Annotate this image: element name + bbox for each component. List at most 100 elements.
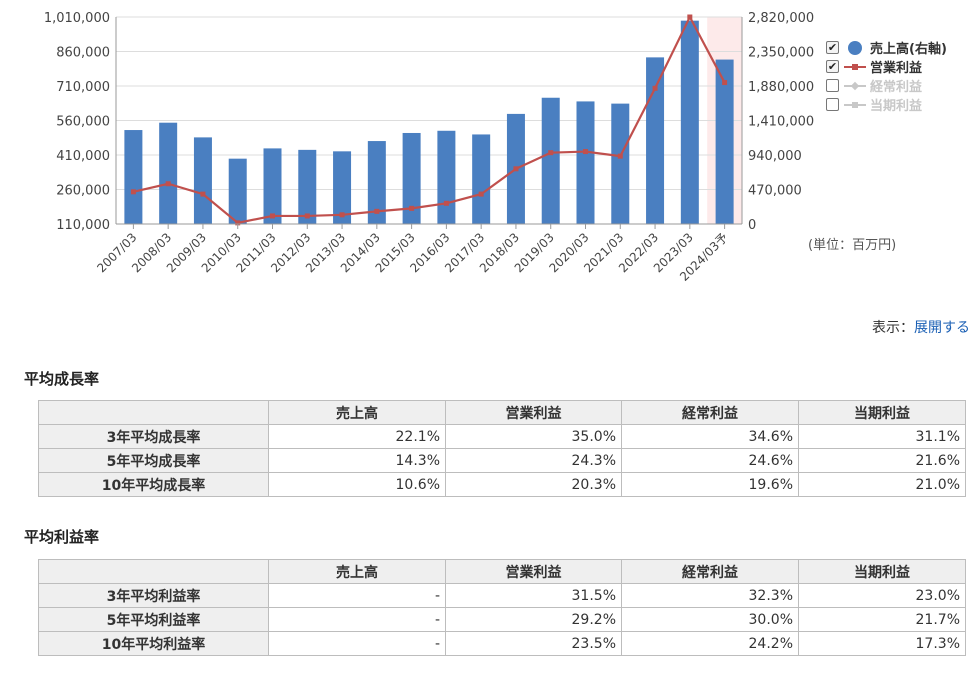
table-row: 10年平均成長率 10.6% 20.3% 19.6% 21.0% xyxy=(38,472,966,497)
legend-checkbox-sales[interactable]: ✔ xyxy=(826,41,839,54)
legend-label-operating: 営業利益 xyxy=(870,61,923,76)
row-label: 10年平均利益率 xyxy=(38,631,269,656)
bar-sales xyxy=(263,148,282,224)
right-axis-tick-label: 2,350,000 xyxy=(748,46,814,61)
unit-note: (単位：百万円) xyxy=(808,238,897,253)
margin-table: 売上高 営業利益 経常利益 当期利益 3年平均利益率 - 31.5% 32.3%… xyxy=(38,559,966,656)
bar-sales xyxy=(333,151,352,224)
operating-profit-point xyxy=(165,181,171,187)
bar-sales xyxy=(576,101,595,224)
circle-marker-icon xyxy=(848,40,862,55)
left-axis-tick-label: 860,000 xyxy=(56,46,110,61)
table-cell: 24.3% xyxy=(445,448,622,473)
operating-profit-point xyxy=(548,150,554,156)
table-cell: 23.0% xyxy=(798,583,966,608)
header-cell xyxy=(38,559,269,584)
growth-table: 売上高 営業利益 経常利益 当期利益 3年平均成長率 22.1% 35.0% 3… xyxy=(38,400,966,497)
operating-profit-point xyxy=(270,213,275,219)
right-axis-tick-label: 0 xyxy=(748,218,756,233)
left-axis-tick-label: 110,000 xyxy=(56,218,110,233)
bar-sales xyxy=(159,122,178,224)
bar-sales xyxy=(228,158,247,224)
triangle-marker-icon xyxy=(852,101,858,108)
right-axis-tick-label: 1,880,000 xyxy=(748,80,814,95)
table-cell: 14.3% xyxy=(268,448,446,473)
legend-checkbox-net[interactable] xyxy=(826,98,839,111)
margin-section-title: 平均利益率 xyxy=(24,528,100,546)
legend-label-sales: 売上高(右軸) xyxy=(870,42,947,57)
header-cell: 営業利益 xyxy=(445,400,622,425)
table-row: 5年平均利益率 - 29.2% 30.0% 21.7% xyxy=(38,607,966,632)
operating-profit-point xyxy=(304,213,310,219)
operating-profit-point xyxy=(339,212,345,218)
bar-sales xyxy=(298,149,317,224)
row-label: 10年平均成長率 xyxy=(38,472,269,497)
display-label: 表示： xyxy=(872,320,914,336)
header-cell: 経常利益 xyxy=(621,559,799,584)
row-label: 5年平均成長率 xyxy=(38,448,269,473)
operating-profit-point xyxy=(478,191,484,197)
row-label: 3年平均成長率 xyxy=(38,424,269,449)
table-cell: 31.5% xyxy=(445,583,622,608)
operating-profit-point xyxy=(722,80,728,86)
header-cell: 経常利益 xyxy=(621,400,799,425)
left-axis-tick-label: 710,000 xyxy=(56,80,110,95)
table-row: 3年平均利益率 - 31.5% 32.3% 23.0% xyxy=(38,583,966,608)
header-cell: 売上高 xyxy=(268,559,446,584)
table-cell: 34.6% xyxy=(621,424,799,449)
combo-chart: 1,010,000 2,820,000 860,000 2,350,000 710,00… xyxy=(44,11,814,284)
bar-sales xyxy=(472,134,491,224)
operating-profit-point xyxy=(374,208,380,214)
operating-profit-line xyxy=(133,14,726,225)
table-cell: - xyxy=(268,631,446,656)
table-cell: 35.0% xyxy=(445,424,622,449)
operating-profit-point xyxy=(513,166,519,172)
table-cell: 21.7% xyxy=(798,607,966,632)
table-header-row: 売上高 営業利益 経常利益 当期利益 xyxy=(38,400,966,425)
right-axis-tick-label: 1,410,000 xyxy=(748,115,814,130)
table-header-row: 売上高 営業利益 経常利益 当期利益 xyxy=(38,559,966,584)
left-axis-tick-label: 560,000 xyxy=(56,115,110,130)
operating-profit-point xyxy=(443,200,449,206)
bar-sales xyxy=(611,103,630,224)
operating-profit-point xyxy=(200,191,206,197)
legend-label-ordinary: 経常利益 xyxy=(870,80,923,95)
table-cell: 23.5% xyxy=(445,631,622,656)
bar-sales xyxy=(715,59,734,225)
legend-item-net[interactable]: 当期利益 xyxy=(826,95,947,114)
table-cell: 32.3% xyxy=(621,583,799,608)
header-cell: 売上高 xyxy=(268,400,446,425)
operating-profit-point xyxy=(583,149,588,155)
diamond-marker-icon xyxy=(850,81,860,90)
table-cell: 21.6% xyxy=(798,448,966,473)
table-row: 5年平均成長率 14.3% 24.3% 24.6% 21.6% xyxy=(38,448,966,473)
operating-profit-point xyxy=(235,220,241,226)
operating-profit-point xyxy=(617,153,623,159)
operating-profit-point xyxy=(652,85,658,91)
legend-checkbox-operating[interactable]: ✔ xyxy=(826,60,839,73)
bar-sales xyxy=(437,130,456,224)
bar-sales xyxy=(646,57,665,224)
legend-item-operating[interactable]: ✔ 営業利益 xyxy=(826,57,947,76)
table-row: 3年平均成長率 22.1% 35.0% 34.6% 31.1% xyxy=(38,424,966,449)
table-cell: 19.6% xyxy=(621,472,799,497)
header-cell xyxy=(38,400,269,425)
table-cell: 24.2% xyxy=(621,631,799,656)
operating-profit-point xyxy=(409,205,415,211)
expand-link[interactable]: 展開する xyxy=(914,320,970,336)
right-axis-tick-label: 940,000 xyxy=(748,149,802,164)
bar-sales xyxy=(193,137,212,224)
table-cell: 20.3% xyxy=(445,472,622,497)
table-cell: 17.3% xyxy=(798,631,966,656)
legend-checkbox-ordinary[interactable] xyxy=(826,79,839,92)
legend-item-sales[interactable]: ✔ 売上高(右軸) xyxy=(826,38,947,57)
header-cell: 営業利益 xyxy=(445,559,622,584)
bar-sales xyxy=(367,141,386,224)
right-axis-tick-label: 2,820,000 xyxy=(748,11,814,26)
bar-sales xyxy=(680,20,699,224)
legend-item-ordinary[interactable]: 経常利益 xyxy=(826,76,947,95)
square-marker-icon xyxy=(852,63,858,70)
operating-profit-point xyxy=(130,189,136,195)
row-label: 3年平均利益率 xyxy=(38,583,269,608)
table-row: 10年平均利益率 - 23.5% 24.2% 17.3% xyxy=(38,631,966,656)
